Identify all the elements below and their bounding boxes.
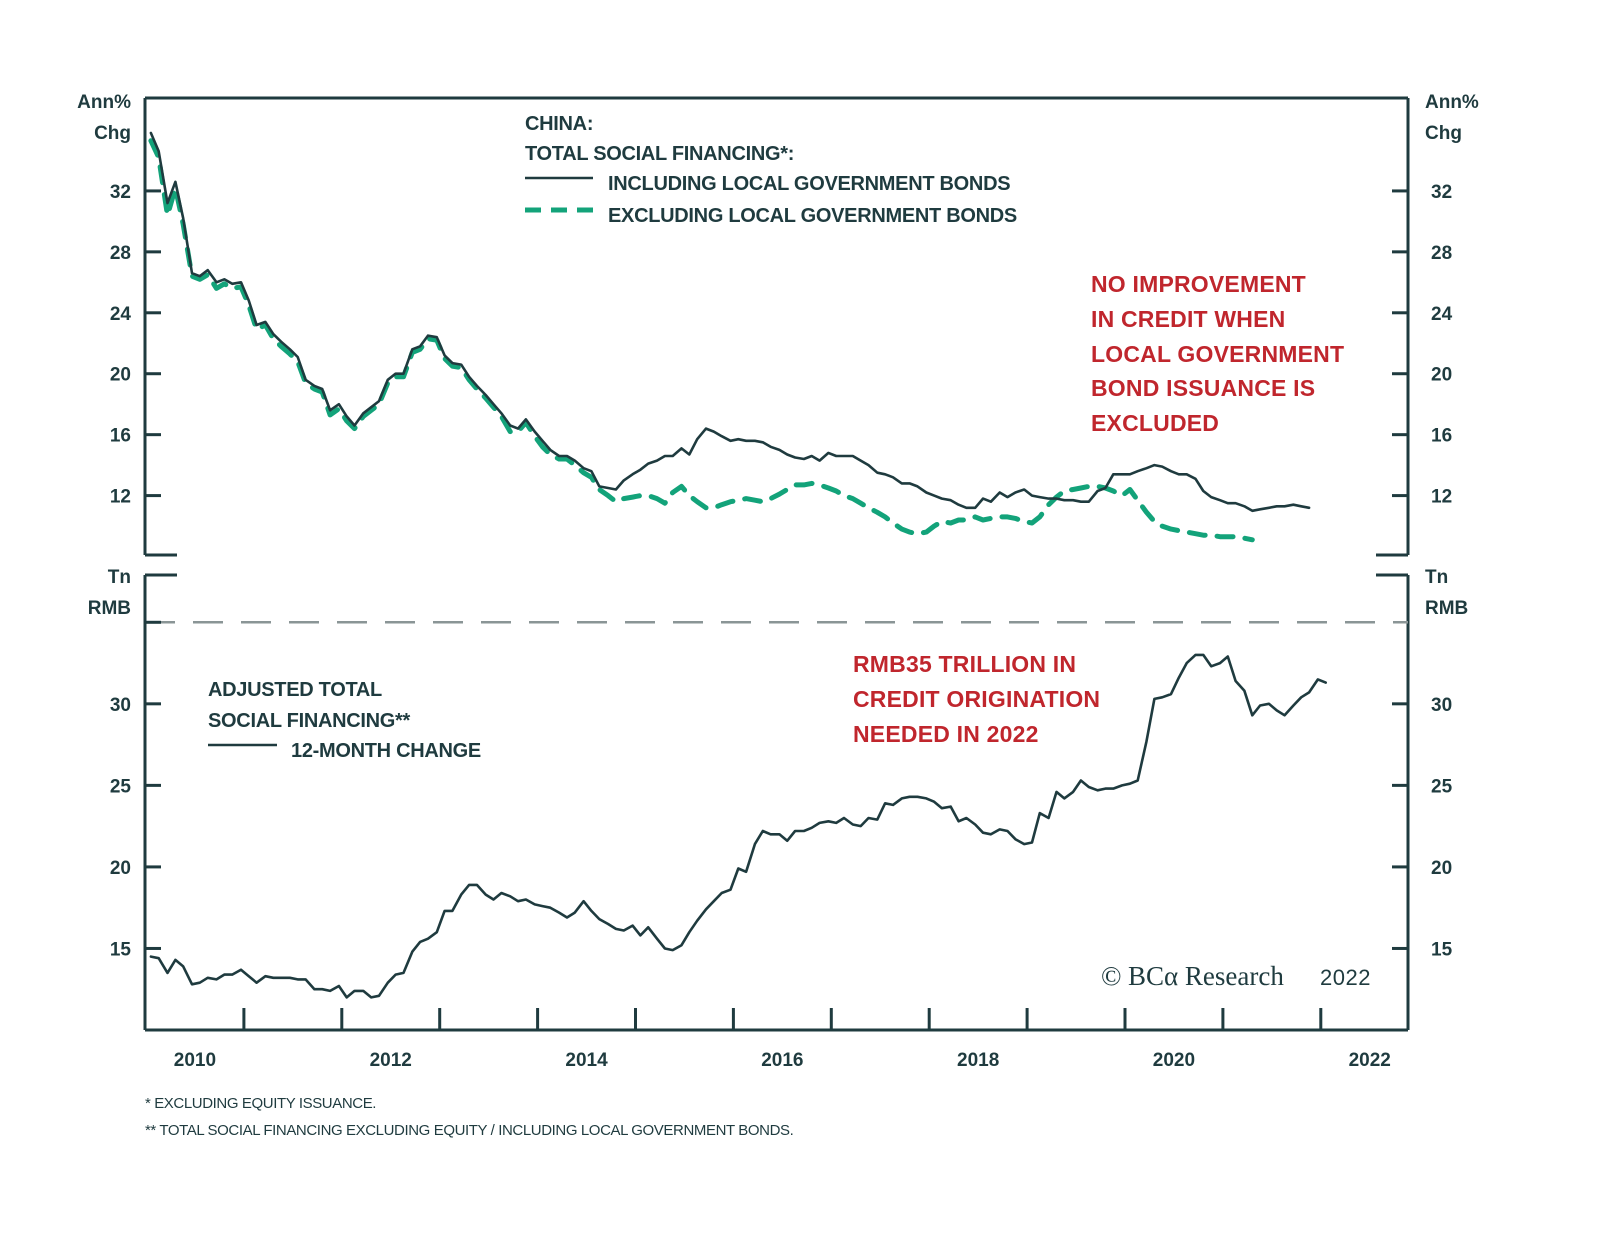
x-tick-label: 2012 (370, 1050, 412, 1071)
annotation-top-line: EXCLUDED (1091, 410, 1219, 436)
legend-bottom: ADJUSTED TOTAL SOCIAL FINANCING** 12-MON… (208, 679, 481, 762)
x-tick-label: 2016 (761, 1050, 803, 1071)
y-tick-label-left: 15 (110, 939, 132, 960)
legend-top-subtitle: TOTAL SOCIAL FINANCING*: (525, 143, 794, 165)
y-tick-label-right: 28 (1431, 243, 1452, 264)
bottom-left-unit-line1: Tn (108, 567, 131, 588)
y-tick-label-right: 20 (1431, 365, 1452, 386)
legend-bottom-title-line2: SOCIAL FINANCING** (208, 710, 411, 732)
y-tick-label-left: 12 (110, 487, 131, 508)
brand-name: BCα Research (1128, 961, 1284, 991)
series-adjusted-tsf-12m-change (149, 653, 1327, 999)
y-tick-label-left: 20 (110, 858, 131, 879)
top-left-unit-line2: Chg (94, 123, 131, 144)
y-tick-label-right: 24 (1431, 304, 1453, 325)
y-tick-label-left: 16 (110, 426, 131, 447)
bottom-right-unit-line2: RMB (1425, 598, 1468, 619)
x-tick-label: 2018 (957, 1050, 999, 1071)
y-tick-label-left: 24 (110, 304, 132, 325)
footnote-2: ** TOTAL SOCIAL FINANCING EXCLUDING EQUI… (145, 1122, 793, 1139)
annotation-bottom-line: RMB35 TRILLION IN (853, 651, 1076, 677)
legend-bottom-title-line1: ADJUSTED TOTAL (208, 679, 382, 701)
x-tick-label: 2020 (1153, 1050, 1195, 1071)
annotation-bottom-line: NEEDED IN 2022 (853, 721, 1039, 747)
y-tick-label-right: 16 (1431, 426, 1452, 447)
annotation-top-line: LOCAL GOVERNMENT (1091, 341, 1344, 367)
legend-item-including[interactable]: INCLUDING LOCAL GOVERNMENT BONDS (608, 173, 1011, 195)
series-including-lgb (149, 131, 1311, 513)
copyright-icon: © (1101, 961, 1122, 991)
y-tick-label-right: 12 (1431, 487, 1452, 508)
top-right-unit-line1: Ann% (1425, 92, 1479, 113)
legend-item-12-month-change[interactable]: 12-MONTH CHANGE (291, 740, 481, 762)
y-tick-label-left: 28 (110, 243, 131, 264)
legend-top: CHINA: TOTAL SOCIAL FINANCING*: INCLUDIN… (525, 113, 1017, 227)
annotation-top-line: NO IMPROVEMENT (1091, 271, 1306, 297)
footnote-1: * EXCLUDING EQUITY ISSUANCE. (145, 1095, 376, 1112)
bottom-left-unit-line2: RMB (88, 598, 131, 619)
annotation-top-line: BOND ISSUANCE IS (1091, 375, 1315, 401)
y-tick-label-left: 20 (110, 365, 131, 386)
top-left-unit-line1: Ann% (77, 92, 131, 113)
chart-frame (143, 96, 1410, 1032)
y-tick-label-left: 25 (110, 776, 132, 797)
y-tick-label-right: 20 (1431, 858, 1452, 879)
x-tick-label: 2022 (1349, 1050, 1391, 1071)
y-tick-label-left: 30 (110, 695, 131, 716)
brand-watermark: © BCα Research 2022 (1101, 961, 1371, 991)
bottom-right-unit-line1: Tn (1425, 567, 1448, 588)
annotation-top: NO IMPROVEMENT IN CREDIT WHEN LOCAL GOVE… (1091, 271, 1344, 436)
top-right-unit-line2: Chg (1425, 123, 1462, 144)
y-tick-label-right: 30 (1431, 695, 1452, 716)
y-tick-label-left: 32 (110, 182, 131, 203)
annotation-bottom-line: CREDIT ORIGINATION (853, 686, 1100, 712)
legend-item-excluding[interactable]: EXCLUDING LOCAL GOVERNMENT BONDS (608, 205, 1017, 227)
y-tick-label-right: 32 (1431, 182, 1452, 203)
annotation-top-line: IN CREDIT WHEN (1091, 306, 1285, 332)
series-layer (148, 131, 1327, 999)
legend-top-title: CHINA: (525, 113, 593, 135)
y-tick-label-right: 15 (1431, 939, 1453, 960)
annotation-bottom: RMB35 TRILLION IN CREDIT ORIGINATION NEE… (853, 651, 1100, 747)
series-excluding-lgb (148, 138, 1255, 543)
y-tick-label-right: 25 (1431, 776, 1453, 797)
x-tick-label: 2014 (565, 1050, 608, 1071)
x-tick-label: 2010 (174, 1050, 216, 1071)
brand-year: 2022 (1320, 965, 1371, 990)
